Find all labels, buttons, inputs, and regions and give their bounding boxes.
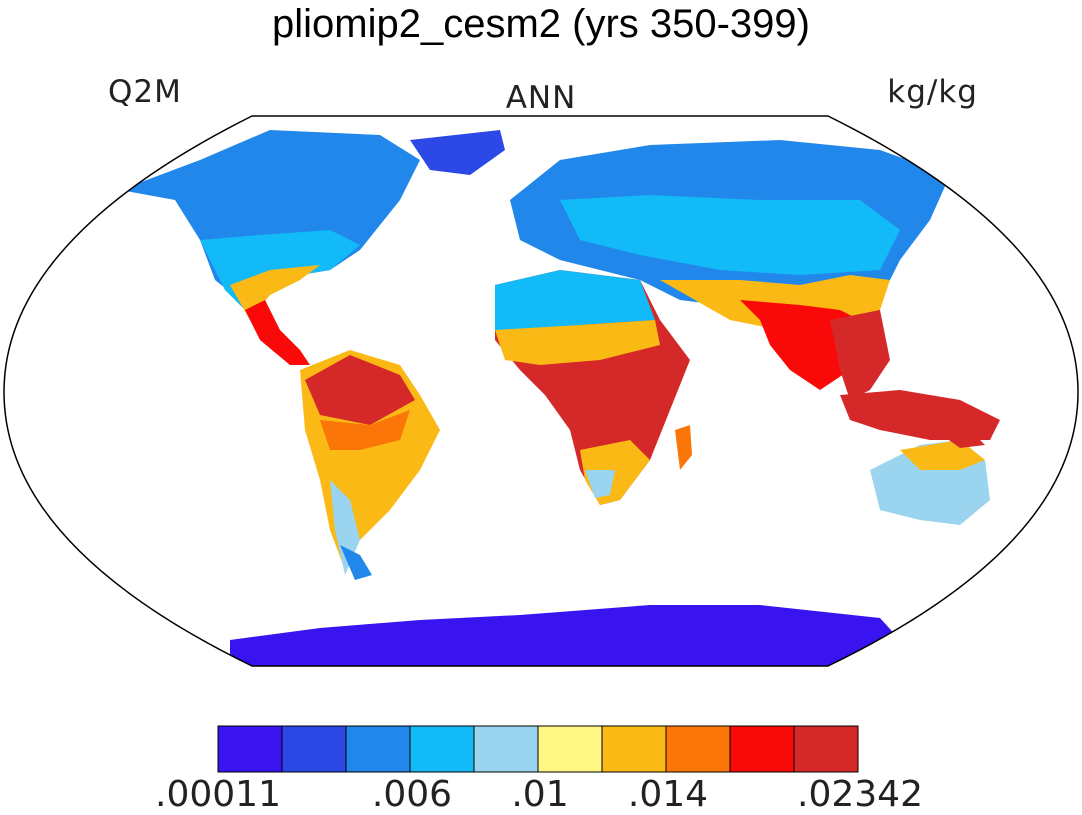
north-america-region xyxy=(120,130,420,320)
units-label: kg/kg xyxy=(887,74,978,110)
map-field xyxy=(4,116,1078,666)
colorbar-tick-label: .02342 xyxy=(797,774,923,815)
colorbar-box xyxy=(281,725,347,773)
colorbar-box xyxy=(409,725,475,773)
colorbar-box xyxy=(793,725,859,773)
variable-label: Q2M xyxy=(108,74,182,110)
colorbar xyxy=(217,725,859,773)
colorbar-box xyxy=(601,725,667,773)
antarctica-region xyxy=(230,605,900,666)
colorbar-box xyxy=(665,725,731,773)
map-title: pliomip2_cesm2 (yrs 350-399) xyxy=(271,2,810,46)
colorbar-tick-label: .006 xyxy=(371,774,453,815)
colorbar-box xyxy=(537,725,603,773)
colorbar-tick-label: .01 xyxy=(511,774,569,815)
map-projection-outline xyxy=(3,115,1079,667)
colorbar-tick-label: .014 xyxy=(627,774,709,815)
season-label: ANN xyxy=(505,80,577,116)
colorbar-box xyxy=(345,725,411,773)
greenland-region xyxy=(410,130,505,175)
colorbar-tick-label: .00011 xyxy=(155,774,281,815)
colorbar-box xyxy=(473,725,539,773)
colorbar-box xyxy=(217,725,283,773)
colorbar-box xyxy=(729,725,795,773)
